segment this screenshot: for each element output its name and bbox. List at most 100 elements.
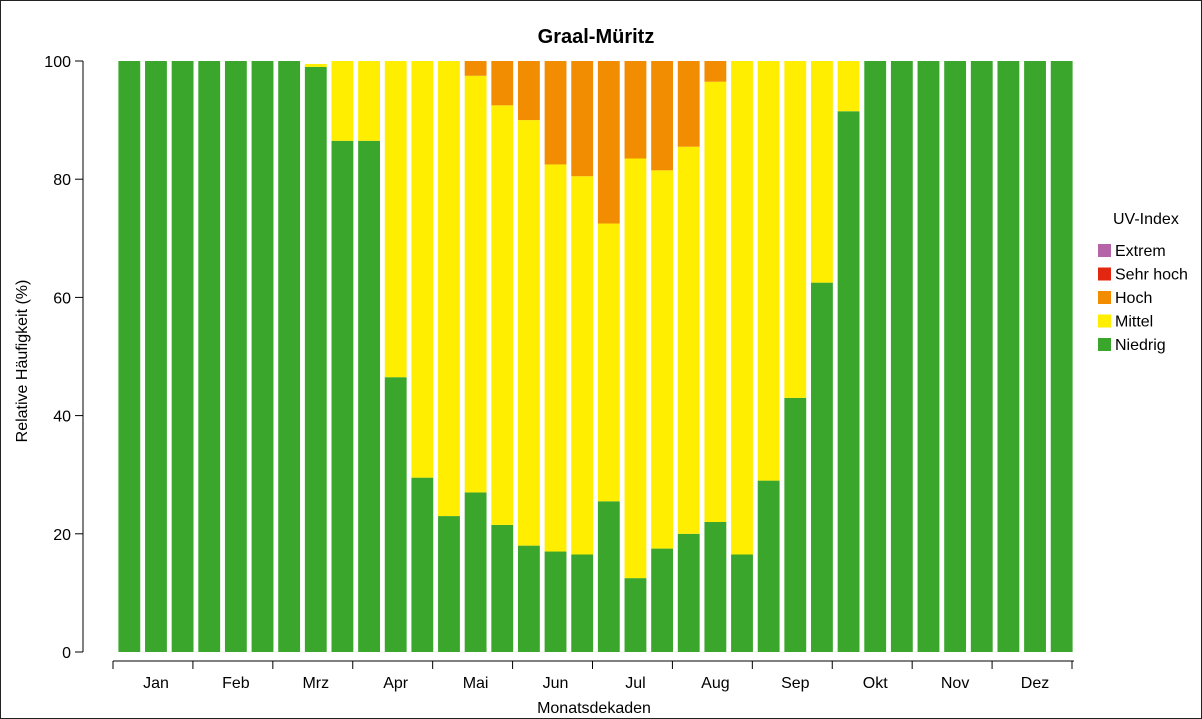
bars-group: [118, 61, 1073, 653]
legend-swatch-sehr-hoch: [1098, 267, 1111, 281]
bar-mittel-26: [784, 61, 807, 398]
bar-niedrig-15: [491, 524, 514, 652]
y-axis: 0 20 40 60 80 100: [44, 54, 84, 662]
legend-label-niedrig: Niedrig: [1115, 337, 1166, 354]
bar-niedrig-34: [997, 61, 1020, 652]
x-tick-label-jul: Jul: [625, 675, 645, 692]
bar-niedrig-25: [757, 480, 780, 652]
y-tick-label-0: 0: [62, 645, 71, 662]
bar-mittel-17: [544, 164, 567, 552]
bar-hoch-15: [491, 61, 514, 106]
bar-niedrig-2: [145, 61, 167, 652]
bar-mittel-10: [358, 61, 380, 141]
x-tick-label-apr: Apr: [383, 675, 409, 692]
bar-mittel-18: [571, 176, 594, 555]
legend-label-hoch: Hoch: [1115, 290, 1152, 307]
bar-niedrig-8: [304, 66, 327, 652]
bar-niedrig-9: [331, 140, 354, 653]
bar-hoch-18: [571, 61, 594, 177]
bar-mittel-9: [331, 61, 354, 141]
bar-niedrig-6: [251, 61, 274, 652]
bar-niedrig-5: [224, 61, 247, 652]
x-tick-label-jan: Jan: [143, 675, 169, 692]
bar-hoch-22: [677, 61, 700, 147]
y-tick-label-100: 100: [44, 54, 71, 71]
legend-swatch-hoch: [1098, 291, 1111, 304]
bar-niedrig-30: [890, 61, 913, 652]
bar-mittel-20: [624, 158, 647, 579]
bar-niedrig-7: [278, 61, 301, 652]
legend-title: UV-Index: [1113, 211, 1179, 228]
bar-hoch-16: [517, 61, 540, 121]
bar-niedrig-17: [544, 551, 567, 652]
bar-mittel-13: [438, 61, 460, 517]
x-tick-label-aug: Aug: [701, 675, 729, 692]
bar-hoch-23: [704, 61, 727, 82]
x-tick-label-jun: Jun: [543, 675, 569, 692]
bar-hoch-14: [464, 61, 487, 76]
x-tick-label-feb: Feb: [222, 675, 250, 692]
y-tick-label-80: 80: [53, 172, 71, 189]
bar-mittel-11: [384, 61, 407, 378]
bar-mittel-15: [491, 105, 514, 525]
bar-niedrig-14: [464, 492, 487, 652]
y-tick-label-20: 20: [53, 527, 71, 544]
bar-niedrig-31: [917, 61, 940, 652]
bar-niedrig-26: [784, 397, 807, 652]
bar-niedrig-12: [411, 477, 434, 652]
bar-niedrig-35: [1024, 61, 1046, 652]
legend-swatch-mittel: [1098, 314, 1111, 328]
bar-niedrig-36: [1050, 61, 1073, 652]
x-axis: Jan Feb Mrz Apr Mai Jun Jul Aug Sep Okt Nov Dez: [112, 660, 1074, 692]
bar-niedrig-29: [864, 61, 887, 652]
bar-niedrig-4: [198, 61, 221, 652]
bar-mittel-22: [677, 146, 700, 534]
bar-niedrig-27: [811, 282, 833, 653]
x-tick-label-sep: Sep: [781, 675, 810, 692]
bar-hoch-20: [624, 61, 647, 159]
legend-swatch-niedrig: [1098, 338, 1111, 351]
bar-hoch-21: [651, 61, 674, 171]
bar-mittel-25: [757, 61, 780, 481]
bar-mittel-24: [731, 61, 753, 555]
bar-niedrig-18: [571, 554, 594, 652]
bar-mittel-23: [704, 81, 727, 522]
bar-hoch-17: [544, 61, 567, 165]
bar-niedrig-24: [731, 554, 753, 652]
bar-mittel-21: [651, 170, 674, 549]
bar-niedrig-33: [970, 61, 993, 652]
bar-niedrig-13: [438, 516, 460, 652]
y-tick-label-60: 60: [53, 290, 71, 307]
bar-mittel-28: [837, 61, 860, 112]
bar-niedrig-22: [677, 533, 700, 652]
y-axis-label: Relative Häufigkeit (%): [14, 280, 31, 443]
x-axis-label: Monatsdekaden: [537, 700, 651, 717]
bar-niedrig-16: [517, 545, 540, 652]
bar-mittel-19: [597, 223, 620, 502]
bar-mittel-12: [411, 61, 434, 478]
bar-niedrig-21: [651, 548, 674, 652]
legend-swatch-extrem: [1098, 244, 1111, 257]
bar-niedrig-28: [837, 111, 860, 653]
bar-niedrig-10: [358, 140, 380, 653]
bar-niedrig-11: [384, 377, 407, 652]
bar-hoch-19: [597, 61, 620, 224]
bar-niedrig-20: [624, 578, 647, 653]
legend: UV-Index Extrem Sehr hoch Hoch Mittel Niedri…: [1098, 211, 1188, 354]
bar-mittel-16: [517, 120, 540, 546]
bar-niedrig-19: [597, 501, 620, 652]
bar-niedrig-32: [944, 61, 967, 652]
x-tick-label-nov: Nov: [941, 675, 969, 692]
legend-label-extrem: Extrem: [1115, 243, 1166, 260]
legend-label-mittel: Mittel: [1115, 314, 1153, 331]
bar-mittel-27: [811, 61, 833, 283]
x-tick-label-mai: Mai: [463, 675, 489, 692]
y-tick-label-40: 40: [53, 409, 71, 426]
x-tick-label-mrz: Mrz: [302, 675, 329, 692]
legend-label-sehr-hoch: Sehr hoch: [1115, 267, 1188, 284]
bar-mittel-14: [464, 75, 487, 493]
bar-mittel-8: [304, 63, 327, 67]
bar-niedrig-1: [118, 61, 141, 652]
